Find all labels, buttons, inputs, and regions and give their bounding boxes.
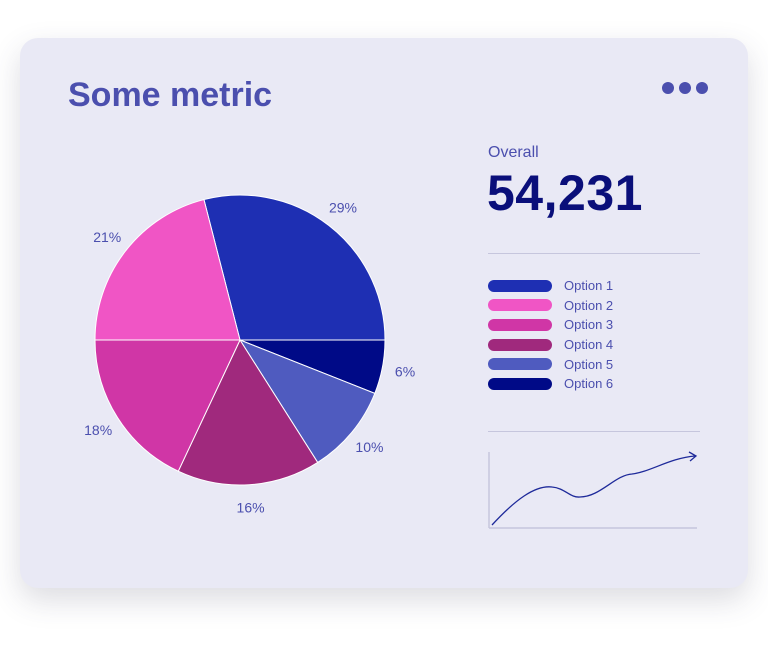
legend-item[interactable]: Option 2 [488, 296, 613, 316]
legend-swatch [488, 338, 552, 351]
dot-icon [679, 82, 691, 94]
legend-swatch [488, 377, 552, 390]
slice-label: 10% [355, 439, 383, 455]
pie-slice-option-3[interactable] [94, 339, 241, 472]
slice-label: 18% [84, 422, 112, 438]
legend: Option 1 Option 2 Option 3 Option 4 Option 5… [488, 276, 613, 394]
overall-label: Overall [488, 144, 539, 161]
overall-value: 54,231 [487, 165, 643, 221]
slice-label: 29% [329, 199, 357, 215]
legend-label: Option 4 [564, 337, 614, 353]
legend-label: Option 5 [564, 356, 614, 372]
divider [488, 253, 700, 254]
card-title: Some metric [68, 76, 273, 114]
legend-item[interactable]: Option 1 [488, 276, 613, 296]
legend-item[interactable]: Option 3 [488, 315, 613, 335]
legend-swatch [488, 299, 552, 312]
more-options-button[interactable] [662, 82, 708, 94]
divider [488, 431, 700, 432]
slice-label: 16% [237, 500, 265, 516]
legend-label: Option 3 [564, 317, 614, 333]
arrow-icon [688, 451, 698, 462]
dot-icon [696, 82, 708, 94]
slice-label: 6% [395, 363, 415, 379]
pie-slice-option-1[interactable] [203, 194, 386, 341]
slice-label: 21% [93, 229, 121, 245]
pie-slice-option-2[interactable] [94, 198, 241, 341]
legend-label: Option 6 [564, 376, 614, 392]
legend-item[interactable]: Option 5 [488, 354, 613, 374]
legend-swatch [488, 279, 552, 292]
legend-item[interactable]: Option 6 [488, 374, 613, 394]
pie-slice-option-5[interactable] [238, 338, 376, 464]
legend-item[interactable]: Option 4 [488, 335, 613, 355]
dot-icon [662, 82, 674, 94]
legend-swatch [488, 358, 552, 371]
pie-slice-option-4[interactable] [177, 338, 319, 486]
legend-swatch [488, 318, 552, 331]
legend-label: Option 1 [564, 278, 614, 294]
sparkline [488, 451, 698, 529]
sparkline-line [491, 455, 696, 526]
legend-label: Option 2 [564, 297, 614, 313]
